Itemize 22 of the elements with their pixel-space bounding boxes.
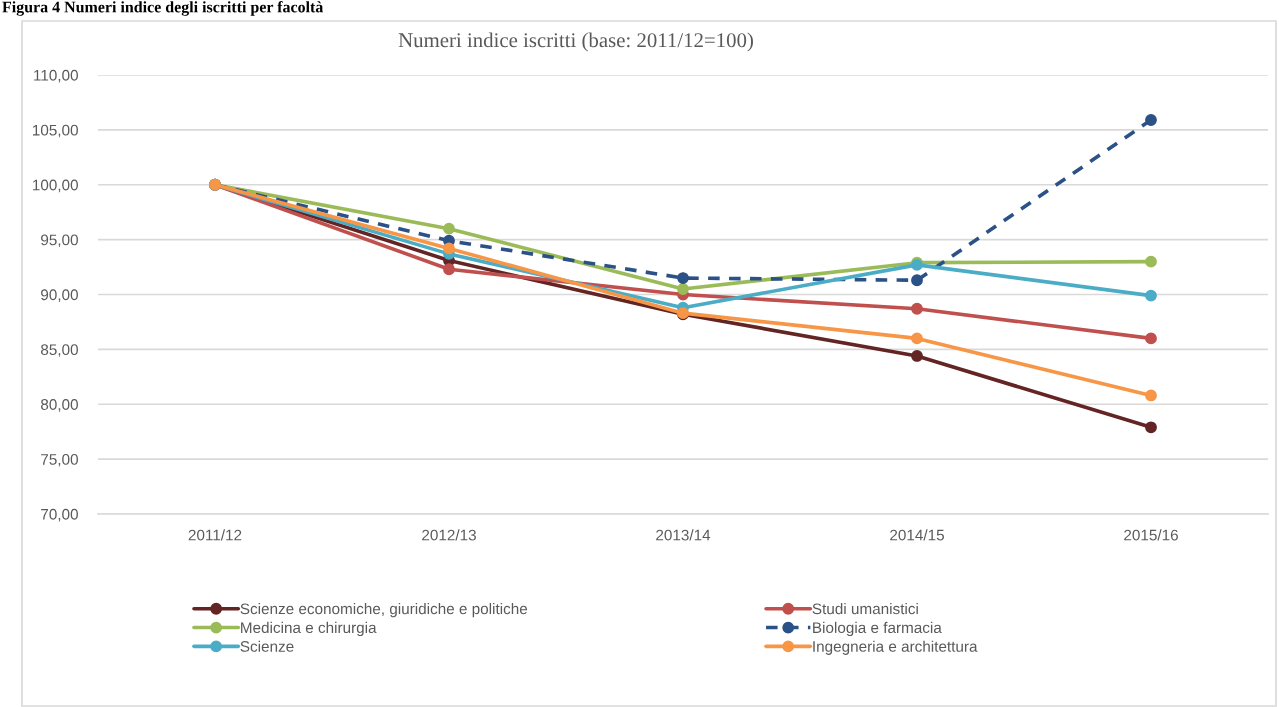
x-tick-label: 2015/16 bbox=[1124, 529, 1178, 541]
x-tick-label: 2013/14 bbox=[656, 529, 711, 541]
y-tick-label: 105,00 bbox=[33, 124, 78, 138]
x-tick-label: 2011/12 bbox=[188, 529, 242, 541]
legend-label: Biologia e farmacia bbox=[813, 621, 942, 637]
legend-label: Medicina e chirurgia bbox=[241, 621, 377, 637]
y-tick-label: 85,00 bbox=[40, 344, 78, 357]
y-tick-label: 95,00 bbox=[41, 234, 78, 248]
x-tick-label: 2012/13 bbox=[422, 529, 476, 541]
y-tick-label: 80,00 bbox=[40, 399, 78, 412]
text: Figura 4 Numeri indice degli iscritti per facoltà bbox=[2, 1, 324, 16]
y-tick-label: 100,00 bbox=[33, 179, 78, 193]
x-tick-label: 2014/15 bbox=[890, 529, 944, 541]
y-tick-label: 90,00 bbox=[41, 289, 78, 302]
y-tick-label: 110,00 bbox=[34, 69, 78, 83]
legend-label: Scienze bbox=[240, 640, 294, 652]
legend-label: Studi umanistici bbox=[812, 603, 918, 615]
legend-label: Ingegneria e architettura bbox=[813, 640, 978, 655]
y-tick-label: 70,00 bbox=[41, 508, 78, 522]
legend-label: Scienze economiche, giuridiche e politiche bbox=[240, 603, 528, 618]
y-tick-label: 75,00 bbox=[41, 453, 78, 467]
chart-title: Numeri indice iscritti (base: 2011/12=100) bbox=[398, 32, 753, 52]
